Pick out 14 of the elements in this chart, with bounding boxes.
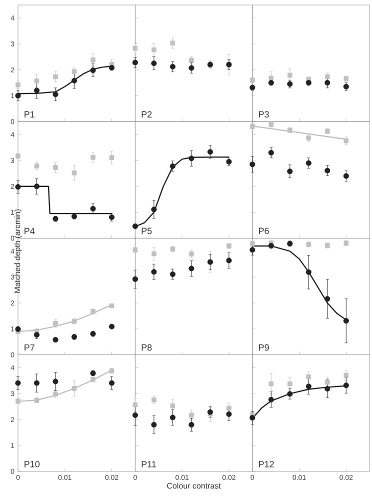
annotation: P3 [259, 111, 269, 118]
annotation: P11 [142, 461, 156, 468]
annotation: P12 [259, 460, 274, 468]
annotation: P5 [142, 228, 152, 234]
x-axis-title: Colour contrast [167, 482, 221, 489]
annotation: P1 [24, 111, 34, 118]
annotation: P8 [142, 344, 152, 351]
annotation: P2 [142, 111, 152, 118]
annotation: P9 [259, 344, 269, 351]
y-axis-title: Matched depth (arcmin) [14, 209, 22, 293]
annotation: P7 [24, 344, 34, 351]
annotation: P6 [259, 228, 269, 234]
annotation: P4 [24, 228, 35, 234]
annotation: P10 [24, 460, 40, 468]
